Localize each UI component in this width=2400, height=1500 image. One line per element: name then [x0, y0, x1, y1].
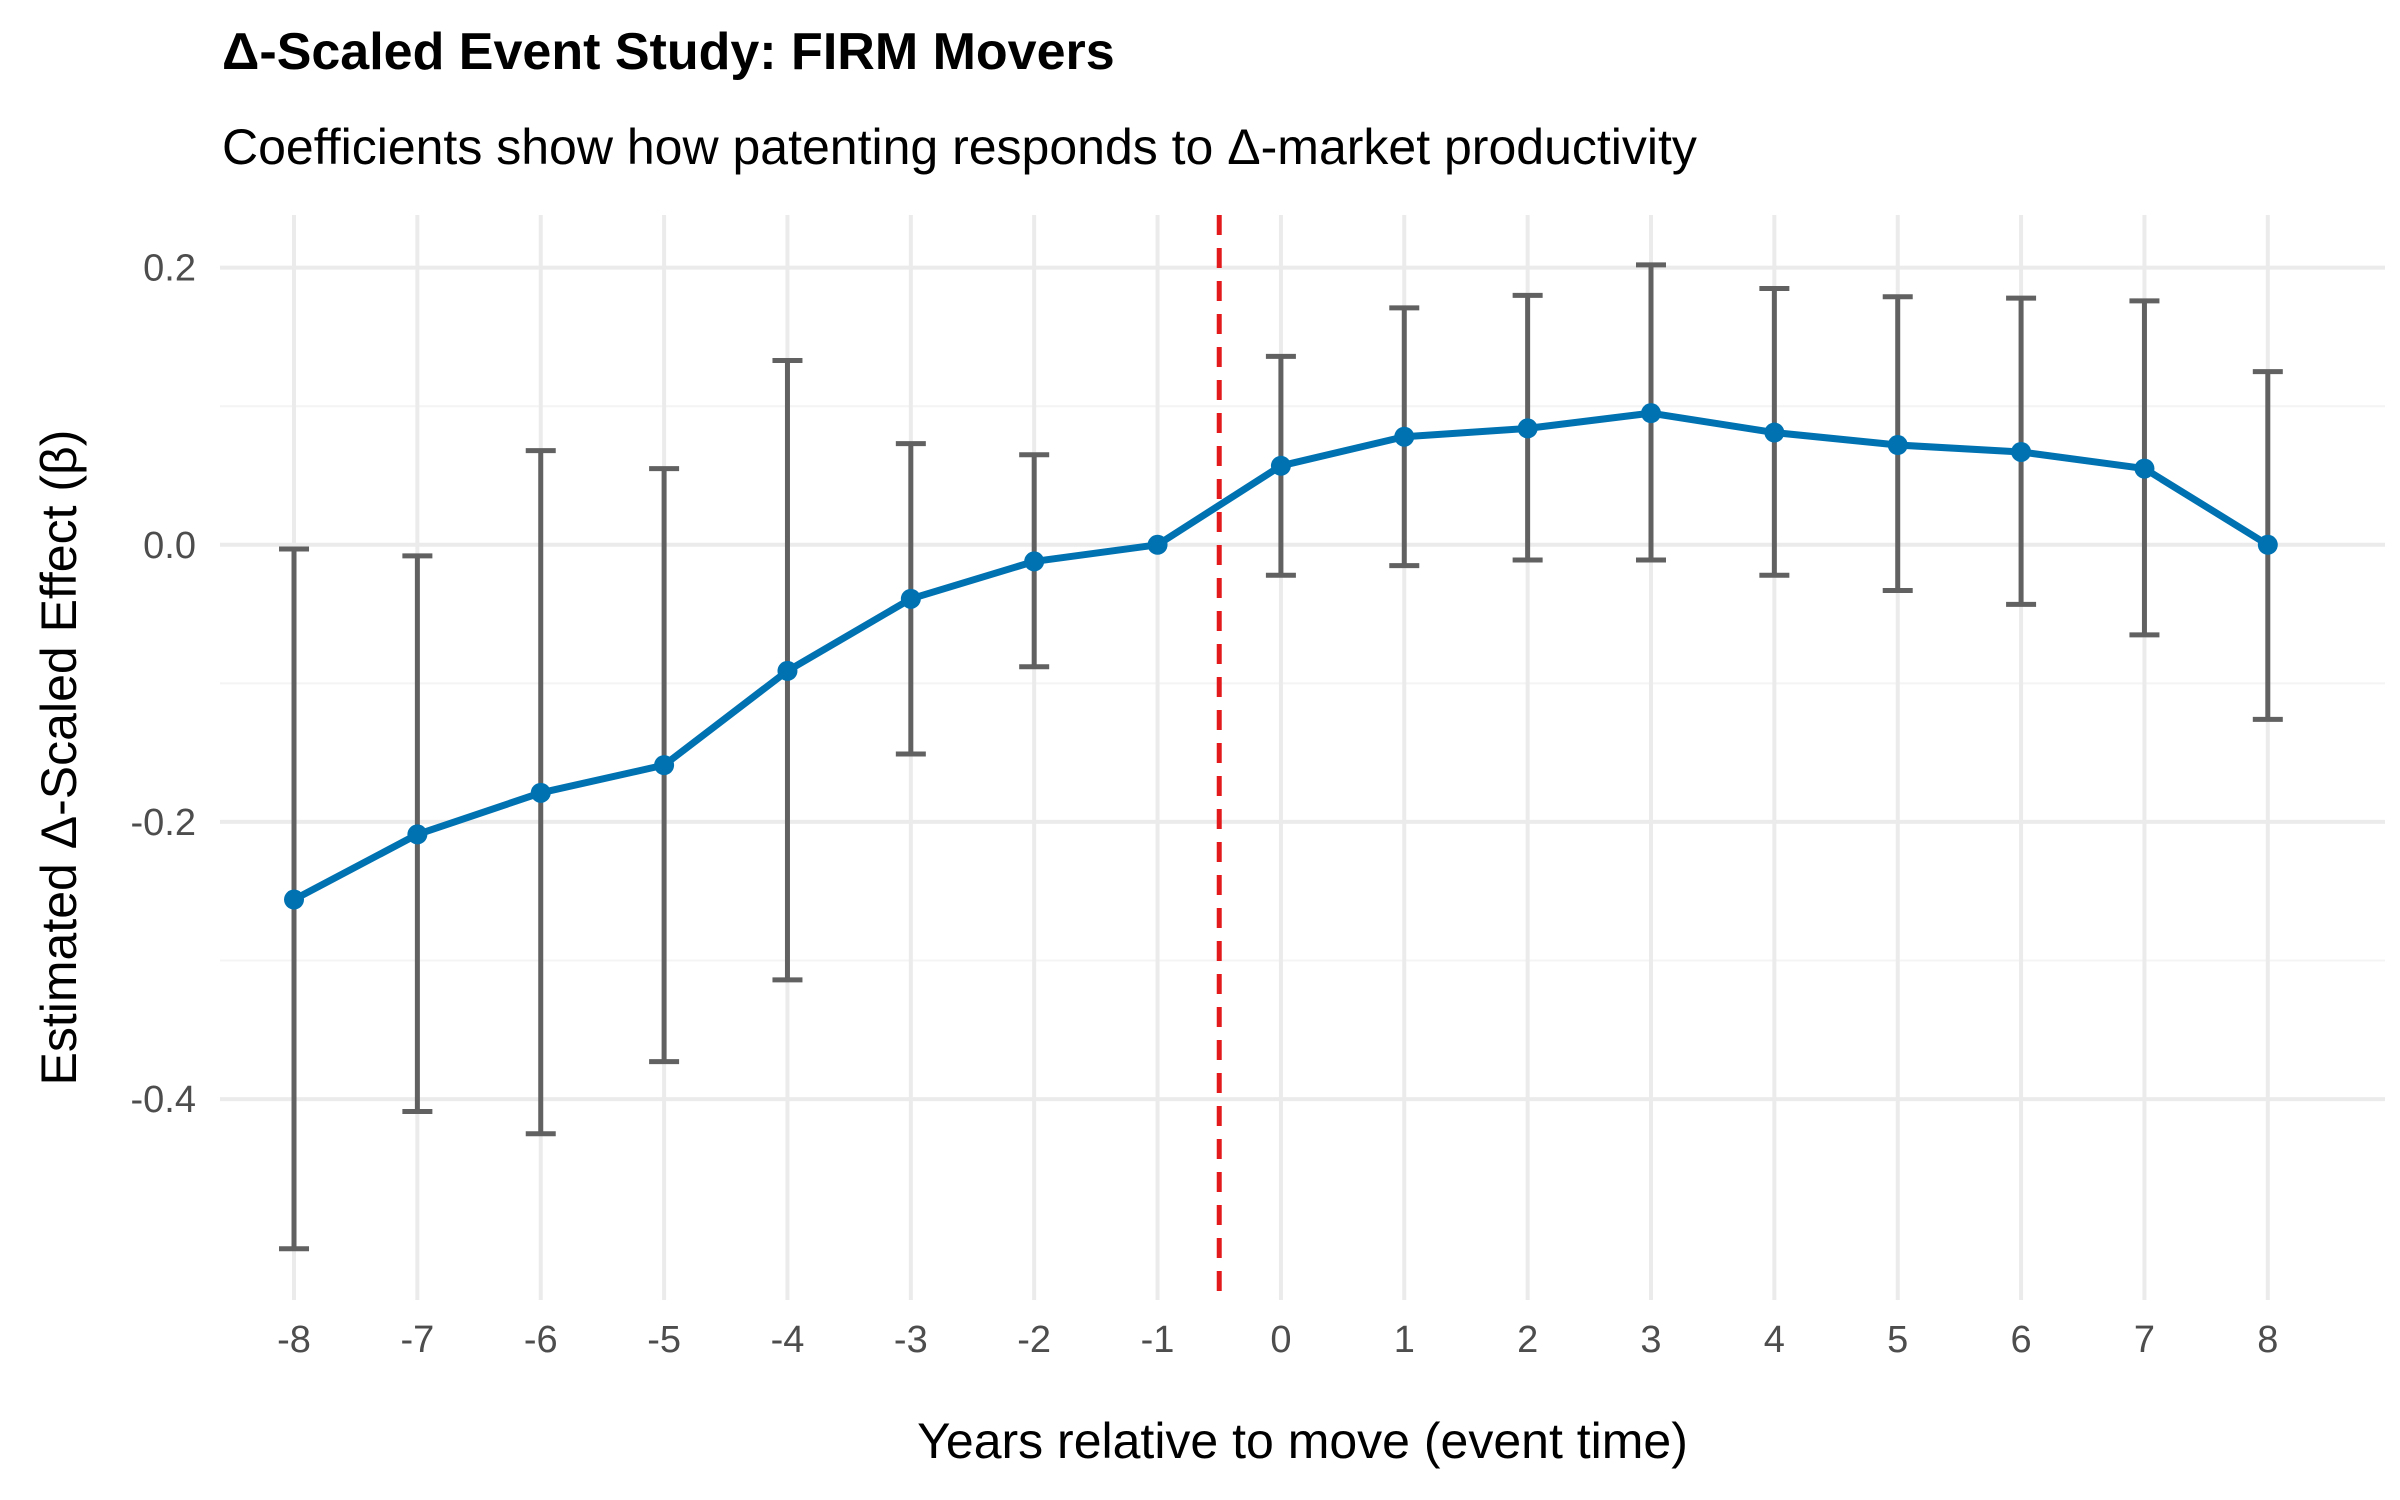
x-tick-label: 2 — [1517, 1319, 1538, 1361]
chart-subtitle: Coefficients show how patenting responds… — [222, 119, 1697, 175]
x-tick-label: -8 — [277, 1319, 311, 1361]
data-point — [654, 755, 675, 776]
data-point — [1517, 418, 1538, 439]
x-tick-label: -6 — [524, 1319, 558, 1361]
x-tick-label: 5 — [1887, 1319, 1908, 1361]
data-point — [1887, 435, 1908, 456]
data-point — [2134, 458, 2155, 479]
x-tick-label: 0 — [1270, 1319, 1291, 1361]
data-point — [900, 588, 921, 609]
y-tick-label: 0.0 — [143, 525, 196, 567]
data-point — [2011, 441, 2032, 462]
series-group — [284, 403, 2278, 910]
x-tick-label: -7 — [400, 1319, 434, 1361]
x-tick-label: 7 — [2134, 1319, 2155, 1361]
x-tick-labels: -8 -7 -6 -5 -4 -3 -2 -1 0 1 2 3 4 5 6 7 8 — [277, 1319, 2278, 1361]
x-tick-label: 8 — [2257, 1319, 2278, 1361]
y-tick-label: 0.2 — [143, 248, 196, 290]
y-axis-title: Estimated Δ-Scaled Effect (β) — [31, 430, 87, 1086]
y-tick-label: -0.4 — [131, 1079, 196, 1121]
data-point — [530, 782, 551, 803]
data-point — [777, 660, 798, 681]
data-point — [2257, 534, 2278, 555]
data-point — [407, 824, 428, 845]
x-axis-title: Years relative to move (event time) — [917, 1413, 1688, 1469]
x-tick-label: 6 — [2011, 1319, 2032, 1361]
error-bars — [279, 262, 2283, 1252]
y-tick-labels: 0.2 0.0 -0.2 -0.4 — [131, 248, 196, 1121]
grid-lines — [220, 215, 2385, 1300]
y-tick-label: -0.2 — [131, 802, 196, 844]
data-point — [1764, 422, 1785, 443]
x-tick-label: -2 — [1017, 1319, 1051, 1361]
data-point — [1270, 455, 1291, 476]
x-tick-label: -3 — [894, 1319, 928, 1361]
x-tick-label: 3 — [1640, 1319, 1661, 1361]
data-point — [1640, 403, 1661, 424]
x-tick-label: -5 — [647, 1319, 681, 1361]
x-tick-label: 4 — [1764, 1319, 1785, 1361]
x-tick-label: -4 — [771, 1319, 805, 1361]
data-point — [284, 889, 305, 910]
data-point — [1394, 426, 1415, 447]
data-point — [1147, 534, 1168, 555]
chart-title: Δ-Scaled Event Study: FIRM Movers — [222, 23, 1115, 81]
x-tick-label: 1 — [1394, 1319, 1415, 1361]
x-tick-label: -1 — [1141, 1319, 1175, 1361]
data-point — [1024, 551, 1045, 572]
